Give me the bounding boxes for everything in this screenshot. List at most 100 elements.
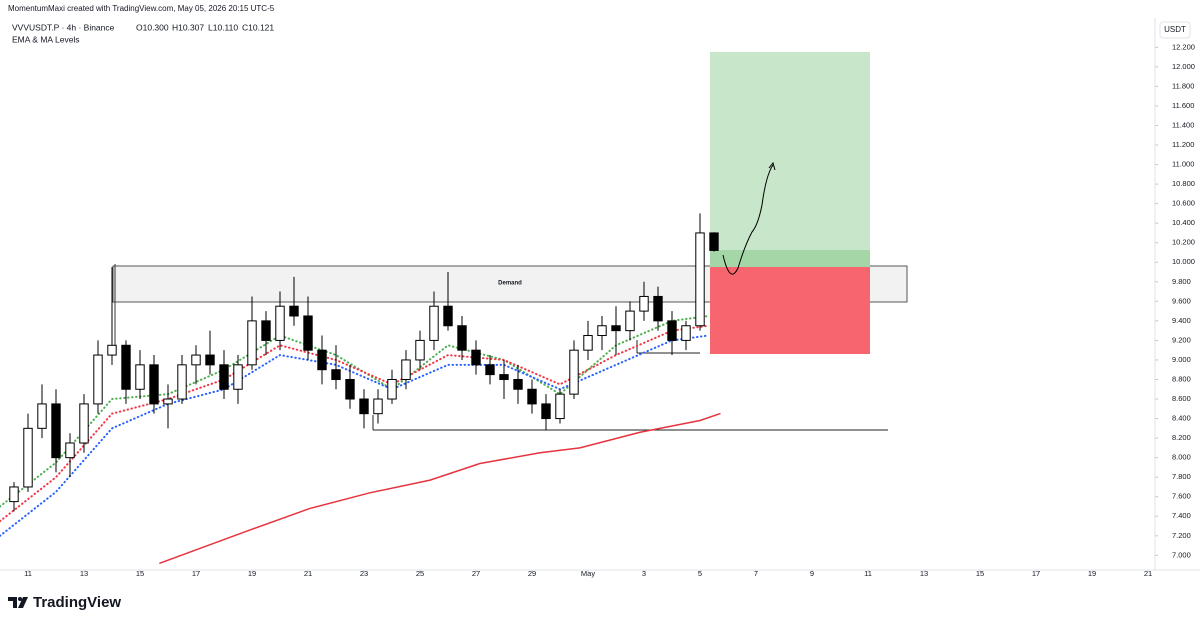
logo-dot <box>18 597 22 601</box>
y-tick-label: 10.600 <box>1172 199 1195 208</box>
x-tick-label: 15 <box>136 569 144 578</box>
logo <box>8 597 28 608</box>
candle-body <box>261 320 271 341</box>
y-tick-label: 7.800 <box>1172 472 1191 481</box>
y-tick-label: 11.800 <box>1172 81 1194 90</box>
candle-body <box>471 349 481 366</box>
candle-body <box>191 354 201 366</box>
x-tick-label: 13 <box>920 569 928 578</box>
x-tick-label: 25 <box>416 569 424 578</box>
candle-body <box>149 364 159 405</box>
candle-body <box>37 403 47 429</box>
y-tick-label: 11.400 <box>1172 120 1194 129</box>
ohlc-close: C10.121 <box>242 22 274 32</box>
y-tick-label: 7.000 <box>1172 550 1191 559</box>
candle-body <box>93 354 103 405</box>
candle-body <box>625 310 635 332</box>
x-tick-label: 15 <box>976 569 984 578</box>
ema-line <box>0 314 710 508</box>
candle-body <box>317 349 327 371</box>
y-tick-label: 10.200 <box>1172 238 1195 247</box>
candle-body <box>653 295 663 322</box>
x-tick-label: May <box>581 569 595 578</box>
x-tick-label: 11 <box>864 569 872 578</box>
candle-body <box>569 349 579 395</box>
indicator: EMA & MA Levels <box>12 34 80 44</box>
candle-body <box>639 295 649 312</box>
ema-line <box>0 334 710 537</box>
ma-line <box>159 412 721 564</box>
candle-body <box>247 320 257 366</box>
candle-body <box>359 398 369 415</box>
candle-body <box>219 364 229 390</box>
x-tick-label: 17 <box>192 569 200 578</box>
candle-body <box>79 403 89 444</box>
y-tick-label: 8.200 <box>1172 433 1191 442</box>
candle-body <box>667 320 677 341</box>
y-tick-label: 9.200 <box>1172 335 1191 344</box>
candle-body <box>51 403 61 459</box>
symbol: VVVUSDT.P · 4h · Binance <box>12 22 115 32</box>
x-tick-label: 21 <box>1144 569 1152 578</box>
currency-box <box>1159 21 1191 39</box>
candle-body <box>541 403 551 420</box>
candle-body <box>485 364 495 376</box>
candle-body <box>9 486 19 503</box>
candle-body <box>177 364 187 400</box>
x-tick-label: 3 <box>642 569 646 578</box>
candle-body <box>163 398 173 405</box>
x-tick-label: 13 <box>80 569 88 578</box>
arrow-head <box>768 161 776 171</box>
candle-body <box>205 354 215 366</box>
x-tick-label: 27 <box>472 569 480 578</box>
y-tick-label: 9.000 <box>1172 355 1191 364</box>
y-tick-label: 7.400 <box>1172 511 1191 520</box>
x-tick-label: 21 <box>304 569 312 578</box>
candle-body <box>107 344 117 356</box>
candle-body <box>233 364 243 390</box>
y-tick-label: 10.000 <box>1172 257 1195 266</box>
y-tick-label: 12.000 <box>1172 62 1195 71</box>
credit: MomentumMaxi created with TradingView.co… <box>8 4 275 13</box>
ohlc-open: O10.300 <box>136 22 169 32</box>
x-tick-label: 19 <box>248 569 256 578</box>
y-tick-label: 9.800 <box>1172 277 1191 286</box>
candle-body <box>527 388 537 405</box>
candle-body <box>135 364 145 390</box>
candle-body <box>611 325 621 332</box>
zone-label: Demand <box>498 281 522 287</box>
candle-body <box>331 369 341 380</box>
candle-body <box>597 325 607 337</box>
x-tick-label: 29 <box>528 569 536 578</box>
brand: TradingView <box>33 594 121 611</box>
candle-body <box>345 378 355 400</box>
x-tick-label: 7 <box>754 569 758 578</box>
candle-body <box>387 378 397 400</box>
y-tick-label: 7.600 <box>1172 492 1191 501</box>
x-tick-label: 11 <box>24 569 32 578</box>
x-tick-label: 5 <box>698 569 702 578</box>
ohlc-low: L10.110 <box>208 22 238 32</box>
projection-arrow <box>722 164 774 275</box>
candle-body <box>401 359 411 380</box>
candle-body <box>513 378 523 390</box>
candle-body <box>303 315 313 351</box>
candle-body <box>583 335 593 351</box>
candle-body <box>709 232 719 251</box>
candle-body <box>443 305 453 327</box>
currency: USDT <box>1164 25 1186 34</box>
y-tick-label: 12.200 <box>1172 42 1195 51</box>
ohlc-high: H10.307 <box>172 22 204 32</box>
candle-body <box>429 305 439 341</box>
candle-body <box>23 427 33 488</box>
candle-body <box>121 344 131 390</box>
y-tick-label: 11.600 <box>1172 101 1194 110</box>
y-tick-label: 8.600 <box>1172 394 1191 403</box>
y-tick-label: 7.200 <box>1172 531 1191 540</box>
candle-body <box>681 325 691 341</box>
x-tick-label: 19 <box>1088 569 1096 578</box>
y-tick-label: 11.000 <box>1172 160 1194 169</box>
candle-body <box>555 393 565 420</box>
